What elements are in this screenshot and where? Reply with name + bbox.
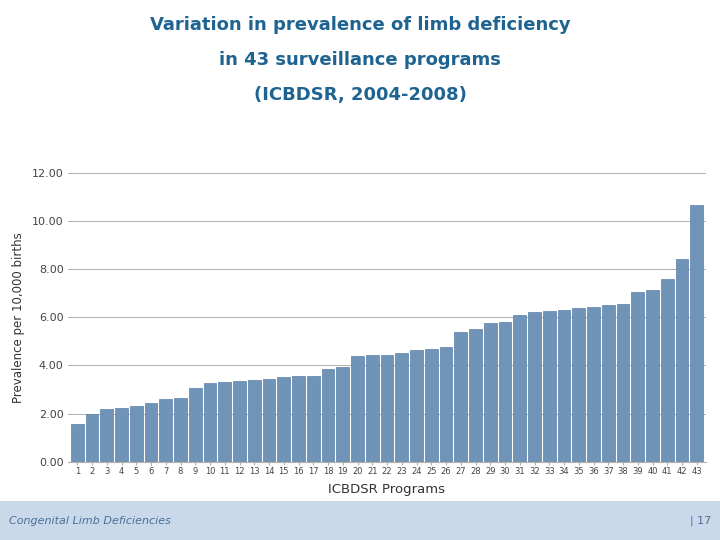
- Bar: [631, 292, 644, 462]
- Text: | 17: | 17: [690, 515, 711, 526]
- Bar: [130, 406, 143, 462]
- Bar: [572, 308, 585, 462]
- Bar: [647, 289, 659, 462]
- Bar: [336, 367, 349, 462]
- Bar: [189, 388, 202, 462]
- Bar: [233, 381, 246, 462]
- Bar: [528, 313, 541, 462]
- Bar: [101, 409, 113, 462]
- Bar: [454, 332, 467, 462]
- Bar: [366, 355, 379, 462]
- Bar: [484, 323, 497, 462]
- Bar: [292, 376, 305, 462]
- Bar: [558, 310, 570, 462]
- Text: Congenital Limb Deficiencies: Congenital Limb Deficiencies: [9, 516, 171, 525]
- Bar: [160, 399, 172, 462]
- Text: Variation in prevalence of limb deficiency: Variation in prevalence of limb deficien…: [150, 16, 570, 34]
- Bar: [395, 353, 408, 462]
- Bar: [71, 424, 84, 462]
- Bar: [676, 259, 688, 462]
- Text: (ICBDSR, 2004-2008): (ICBDSR, 2004-2008): [253, 86, 467, 104]
- Bar: [440, 347, 452, 462]
- Bar: [218, 382, 231, 462]
- Bar: [263, 380, 275, 462]
- Bar: [690, 205, 703, 462]
- FancyBboxPatch shape: [0, 501, 720, 540]
- Bar: [588, 307, 600, 462]
- Bar: [469, 329, 482, 462]
- Bar: [602, 305, 614, 462]
- Bar: [174, 398, 186, 462]
- Bar: [307, 375, 320, 462]
- Bar: [381, 355, 393, 462]
- Bar: [115, 408, 127, 462]
- Bar: [145, 403, 157, 462]
- Bar: [248, 380, 261, 462]
- Bar: [351, 356, 364, 462]
- Bar: [617, 304, 629, 462]
- Bar: [543, 311, 556, 462]
- Bar: [499, 322, 511, 462]
- Bar: [277, 377, 290, 462]
- Bar: [322, 369, 334, 462]
- Bar: [86, 414, 98, 462]
- Bar: [513, 315, 526, 462]
- Text: in 43 surveillance programs: in 43 surveillance programs: [219, 51, 501, 69]
- Bar: [425, 348, 438, 462]
- Bar: [661, 279, 673, 462]
- Bar: [410, 350, 423, 462]
- X-axis label: ICBDSR Programs: ICBDSR Programs: [328, 483, 446, 496]
- Bar: [204, 383, 216, 462]
- Y-axis label: Prevalence per 10,000 births: Prevalence per 10,000 births: [12, 232, 25, 403]
